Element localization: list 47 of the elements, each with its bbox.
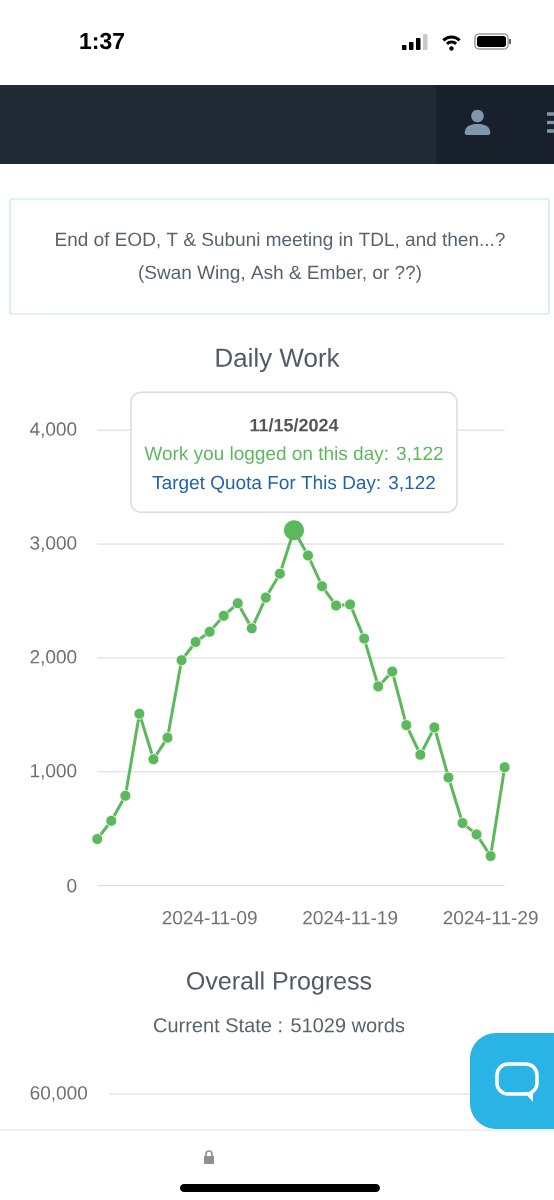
point (274, 567, 286, 580)
point (358, 632, 371, 645)
point (386, 665, 399, 678)
point (344, 598, 357, 611)
point (119, 789, 132, 802)
point (400, 719, 413, 732)
point (330, 599, 343, 612)
point (316, 580, 328, 593)
point (189, 636, 202, 648)
point (161, 731, 174, 744)
point (414, 748, 427, 761)
point (470, 828, 483, 841)
y-tick-label: 4,000 (29, 422, 77, 439)
text: 1:37 (80, 32, 124, 50)
annotation: 11/15/2024 (250, 418, 339, 432)
point (302, 549, 314, 562)
point (231, 597, 244, 610)
point (133, 707, 146, 720)
point (259, 591, 272, 604)
chart-title: Daily Work (216, 347, 340, 373)
x-tick-label: 2024-11-19 (303, 910, 398, 925)
point (175, 654, 188, 667)
annotation: Work you logged on this day: 3,122 (144, 446, 443, 464)
y-tick-label: 3,000 (30, 536, 77, 552)
point (484, 850, 497, 862)
point (105, 814, 118, 827)
point (91, 833, 104, 845)
point (372, 680, 385, 693)
point (428, 721, 441, 734)
y-tick-label: 0 (67, 878, 77, 893)
text: 60,000 (30, 1086, 88, 1102)
y-tick-label: 2,000 (30, 650, 77, 666)
y-tick-label: 1,000 (31, 763, 77, 780)
annotation: Target Quota For This Day: 3,122 (152, 475, 435, 494)
text: Current State : 51029 words (154, 1017, 405, 1033)
point (203, 625, 216, 638)
text: (Swan Wing, Ash & Ember, or ??) (139, 265, 421, 283)
text: End of EOD, T & Subuni meeting in TDL, and then...? (56, 232, 505, 250)
point (498, 761, 511, 774)
point (245, 622, 258, 635)
x-tick-label: 2024-11-09 (162, 910, 257, 925)
point (456, 817, 469, 829)
point (147, 753, 160, 766)
text: Overall Progress (187, 971, 372, 995)
point (217, 609, 230, 622)
point (442, 771, 455, 784)
x-tick-label: 2024-11-29 (443, 910, 538, 925)
